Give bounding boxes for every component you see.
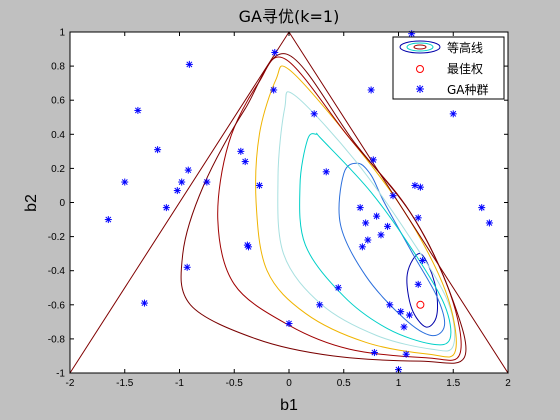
population-point bbox=[104, 216, 112, 224]
population-point bbox=[322, 168, 330, 176]
optimum-marker bbox=[416, 300, 425, 309]
population-point bbox=[384, 222, 392, 230]
population-point bbox=[183, 263, 191, 271]
population-point bbox=[334, 284, 342, 292]
population-point bbox=[358, 243, 366, 251]
population-point bbox=[173, 187, 181, 195]
legend-box bbox=[392, 36, 505, 100]
x-axis-label: b1 bbox=[280, 397, 298, 414]
y-tick-label: -1 bbox=[56, 369, 65, 380]
contour-level-2 bbox=[338, 162, 446, 337]
population-point bbox=[255, 181, 263, 189]
population-point bbox=[370, 349, 378, 357]
x-axis-ticks: -2 -1.5 -1 -0.5 0 0.5 1 1.5 2 bbox=[66, 32, 511, 389]
y-tick-label: 0.4 bbox=[51, 130, 65, 141]
population-point bbox=[405, 311, 413, 319]
legend-population-icon bbox=[416, 85, 424, 93]
population-point bbox=[369, 156, 377, 164]
chart-title: GA寻优(k=1) bbox=[239, 7, 340, 26]
population-point bbox=[271, 48, 279, 56]
population-point bbox=[244, 243, 252, 251]
x-tick-label: -2 bbox=[66, 378, 75, 389]
contour-level-6 bbox=[217, 56, 462, 361]
population-point bbox=[270, 86, 278, 94]
x-tick-label: 2 bbox=[505, 378, 511, 389]
y-tick-label: -0.2 bbox=[48, 232, 66, 243]
population-point bbox=[203, 178, 211, 186]
population-point bbox=[367, 86, 375, 94]
x-tick-label: 0 bbox=[286, 378, 292, 389]
population-point bbox=[416, 183, 424, 191]
population-point bbox=[316, 301, 324, 309]
population-point bbox=[419, 256, 427, 264]
population-point bbox=[386, 301, 394, 309]
y-tick-label: 1 bbox=[59, 28, 65, 39]
population-point bbox=[400, 323, 408, 331]
x-tick-label: 1 bbox=[396, 378, 402, 389]
population-point bbox=[414, 214, 422, 222]
y-tick-label: 0.2 bbox=[51, 164, 65, 175]
x-tick-label: -1 bbox=[175, 378, 184, 389]
population-point bbox=[389, 192, 397, 200]
x-tick-label: 1.5 bbox=[446, 378, 460, 389]
legend-item-population: GA种群 bbox=[447, 83, 489, 97]
y-tick-label: -0.4 bbox=[48, 266, 66, 277]
x-tick-label: -1.5 bbox=[116, 378, 134, 389]
population-point bbox=[241, 158, 249, 166]
population-point bbox=[310, 110, 318, 118]
population-point bbox=[414, 280, 422, 288]
contour-level-4 bbox=[277, 91, 456, 352]
y-tick-label: -0.6 bbox=[48, 300, 66, 311]
population-point bbox=[134, 106, 142, 114]
population-point bbox=[154, 146, 162, 154]
x-tick-label: 0.5 bbox=[337, 378, 351, 389]
population-point bbox=[478, 204, 486, 212]
y-tick-label: 0 bbox=[59, 198, 65, 209]
contour-level-1 bbox=[406, 253, 439, 328]
population-point bbox=[162, 204, 170, 212]
population-point bbox=[362, 219, 370, 227]
population-point bbox=[184, 166, 192, 174]
population-point bbox=[364, 236, 372, 244]
y-tick-label: -0.8 bbox=[48, 334, 66, 345]
legend-item-optimum: 最佳权 bbox=[447, 62, 483, 76]
y-axis-ticks: -1 -0.8 -0.6 -0.4 -0.2 0 0.2 0.4 0.6 0.8 1 bbox=[48, 28, 508, 380]
population-point bbox=[356, 204, 364, 212]
population-point bbox=[411, 181, 419, 189]
contour-level-7 bbox=[180, 53, 467, 364]
population-point bbox=[237, 147, 245, 155]
y-axis-label: b2 bbox=[23, 194, 40, 212]
population-point bbox=[140, 299, 148, 307]
population-point bbox=[178, 178, 186, 186]
contour-level-3 bbox=[299, 132, 452, 346]
legend-item-contour: 等高线 bbox=[447, 40, 483, 55]
legend-optimum-icon bbox=[416, 65, 424, 73]
population-point bbox=[377, 231, 385, 239]
y-tick-label: 0.8 bbox=[51, 62, 65, 73]
legend: 等高线 最佳权 GA种群 bbox=[392, 36, 505, 100]
legend-contour-icon bbox=[399, 40, 441, 54]
population-point bbox=[397, 308, 405, 316]
y-tick-label: 0.6 bbox=[51, 96, 65, 107]
population-markers bbox=[104, 30, 493, 374]
population-point bbox=[449, 110, 457, 118]
population-point bbox=[485, 219, 493, 227]
population-point bbox=[402, 350, 410, 358]
population-point bbox=[285, 320, 293, 328]
population-point bbox=[408, 30, 416, 38]
population-point bbox=[373, 212, 381, 220]
population-point bbox=[121, 178, 129, 186]
x-tick-label: -0.5 bbox=[226, 378, 244, 389]
population-point bbox=[185, 60, 193, 68]
